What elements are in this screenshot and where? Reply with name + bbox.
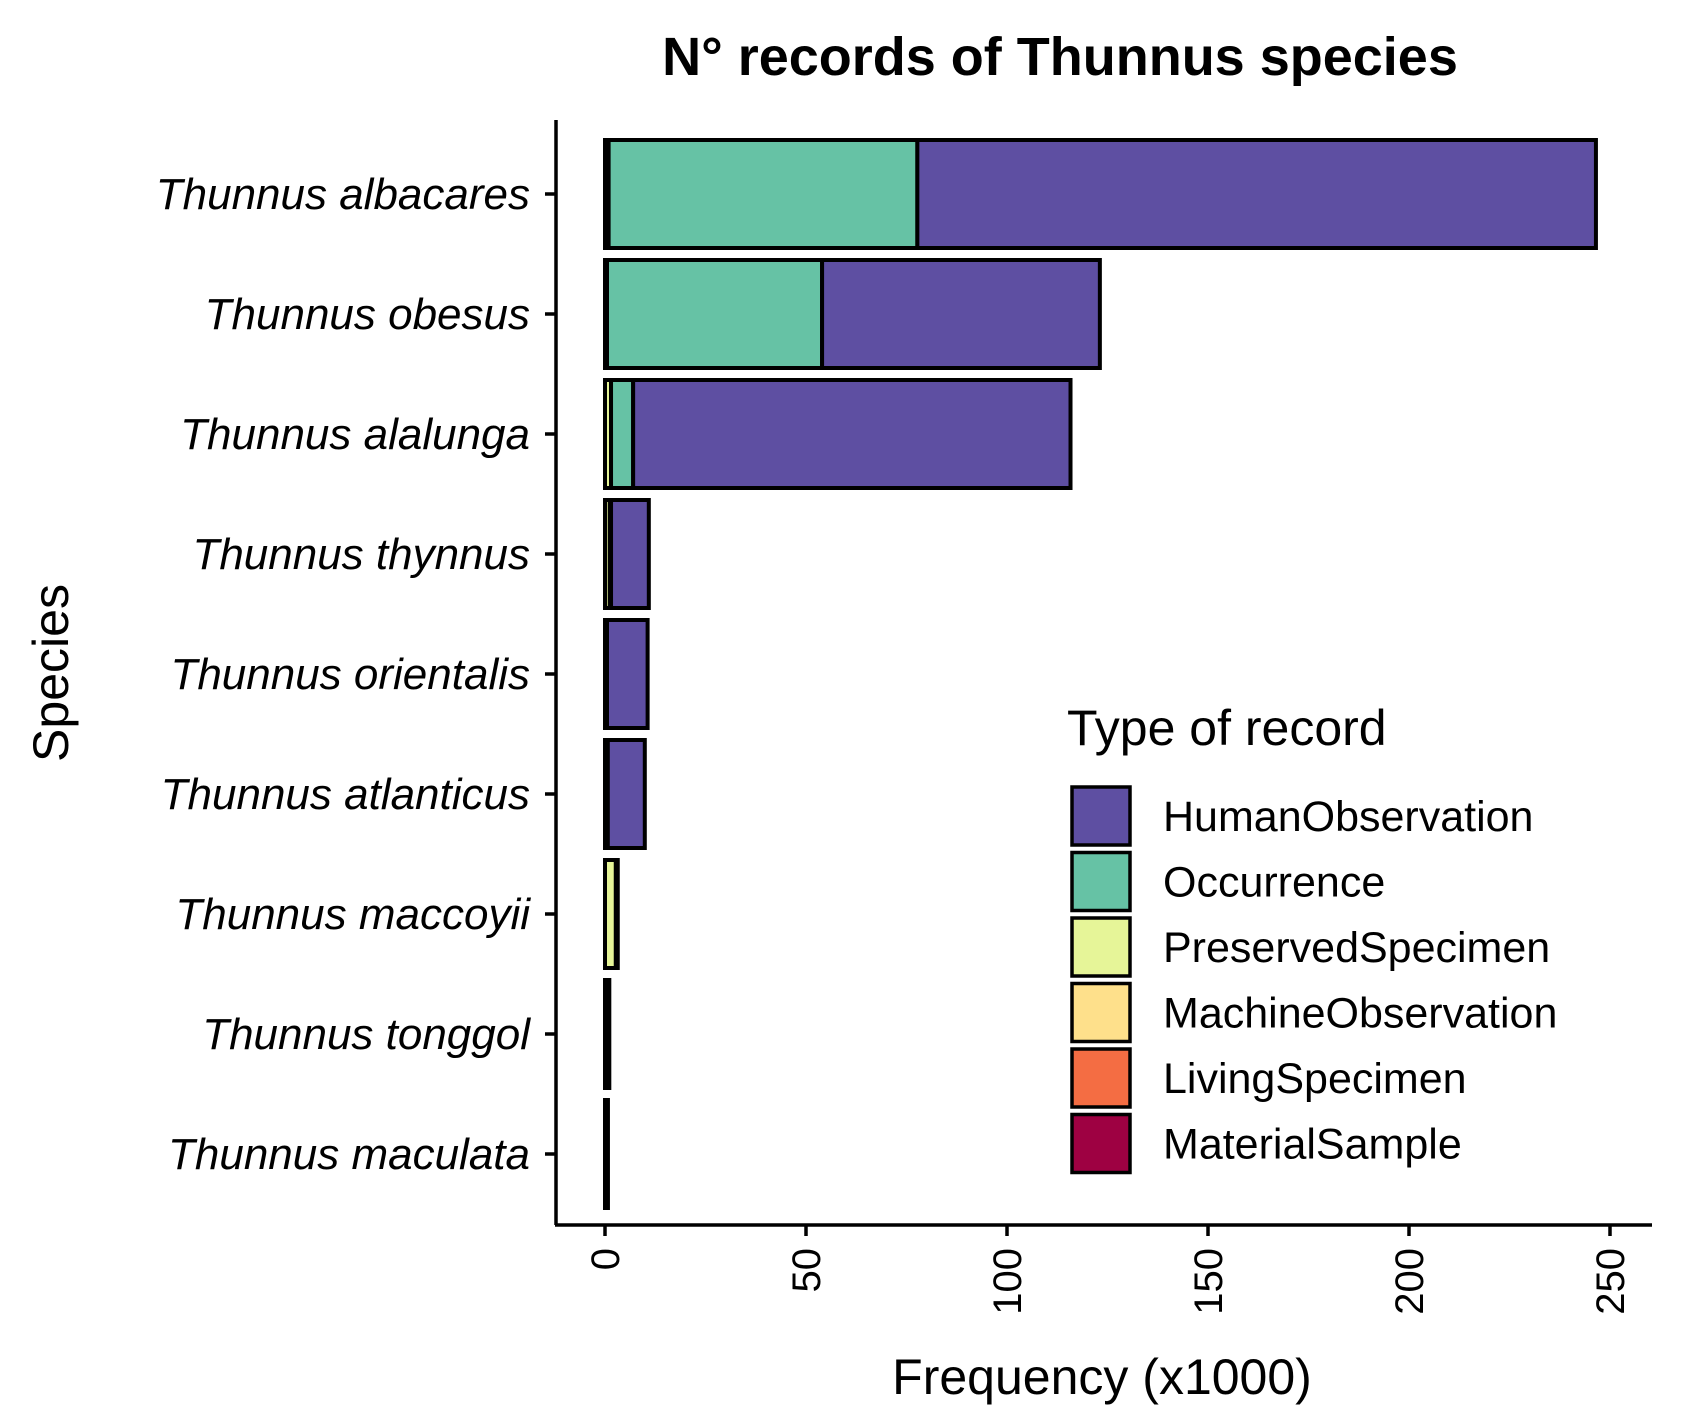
bar-humanobservation-2 — [820, 258, 1102, 370]
bar-humanobservation-3 — [631, 378, 1073, 490]
x-axis-title: Frequency (x1000) — [892, 1349, 1312, 1405]
y-tick-label: Thunnus albacares — [156, 170, 530, 219]
chart-title: N° records of Thunnus species — [662, 27, 1458, 87]
legend-swatch — [1070, 785, 1132, 847]
x-tick-label: 0 — [584, 1248, 628, 1270]
y-tick-label: Thunnus atlanticus — [161, 770, 530, 819]
legend-label: Occurrence — [1163, 859, 1385, 907]
bar-occurrence-3 — [609, 378, 636, 490]
bar-humanobservation-8 — [605, 978, 612, 1090]
y-tick-label: Thunnus obesus — [205, 290, 530, 339]
legend-label: PreservedSpecimen — [1163, 924, 1550, 972]
y-tick-label: Thunnus alalunga — [180, 410, 530, 459]
legend-label: MaterialSample — [1163, 1121, 1462, 1169]
y-tick-label: Thunnus tonggol — [202, 1010, 531, 1059]
y-axis-title: Species — [23, 584, 79, 762]
bar-humanobservation-9 — [604, 1098, 610, 1210]
legend-swatch — [1070, 916, 1132, 978]
y-ticks: Thunnus albacares Thunnus obesus Thunnus a… — [156, 170, 556, 1179]
legend-swatch — [1070, 981, 1132, 1044]
x-tick-label: 200 — [1388, 1248, 1432, 1315]
legend-label: LivingSpecimen — [1163, 1055, 1467, 1103]
x-ticks: 0 50 100 150 200 250 — [584, 1225, 1633, 1315]
bar-humanobservation-5 — [605, 618, 650, 730]
legend-swatch — [1070, 1047, 1132, 1109]
y-tick-label: Thunnus maculata — [168, 1130, 530, 1179]
y-tick-label: Thunnus thynnus — [192, 530, 530, 579]
x-tick-label: 50 — [785, 1248, 829, 1293]
x-tick-label: 100 — [986, 1248, 1030, 1315]
legend-label: HumanObservation — [1163, 793, 1533, 841]
bars-layer — [603, 138, 1598, 1210]
bar-occurrence-1 — [606, 138, 920, 250]
legend-swatch — [1070, 1112, 1132, 1175]
bar-humanobservation-7 — [614, 858, 620, 970]
bar-humanobservation-4 — [609, 498, 651, 610]
legend-swatch — [1070, 850, 1132, 913]
bar-humanobservation-1 — [915, 138, 1598, 250]
x-tick-label: 150 — [1187, 1248, 1231, 1315]
legend-label: MachineObservation — [1163, 990, 1557, 1038]
x-tick-label: 250 — [1589, 1248, 1633, 1315]
legend: Type of record HumanObservation Occurrenc… — [1067, 700, 1557, 1175]
y-tick-label: Thunnus maccoyii — [175, 890, 531, 939]
y-tick-label: Thunnus orientalis — [170, 650, 530, 699]
bar-humanobservation-6 — [605, 738, 647, 850]
legend-title: Type of record — [1067, 700, 1387, 756]
bar-occurrence-2 — [605, 258, 825, 370]
